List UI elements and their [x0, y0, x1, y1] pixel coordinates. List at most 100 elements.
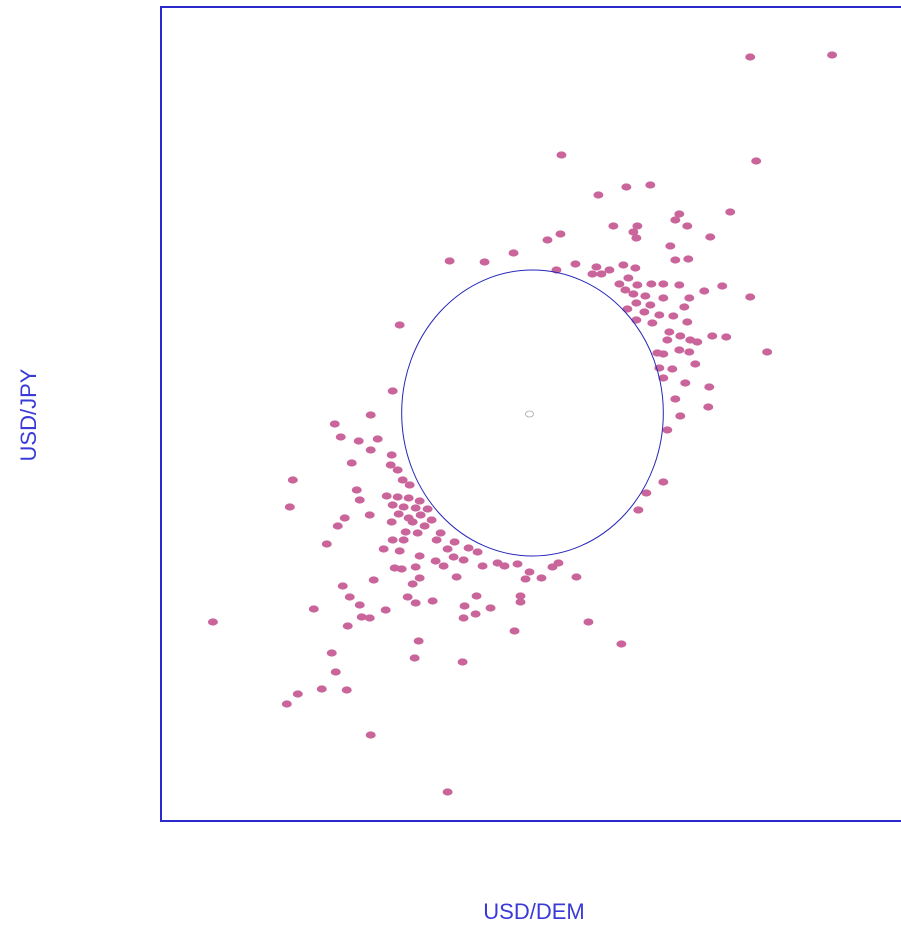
- point: [387, 387, 398, 395]
- point: [536, 574, 547, 582]
- point: [414, 552, 425, 560]
- point: [378, 545, 389, 553]
- point: [287, 476, 298, 484]
- point: [632, 281, 643, 289]
- point: [608, 222, 619, 230]
- point: [658, 350, 669, 358]
- point: [463, 544, 474, 552]
- point: [620, 286, 631, 294]
- point: [396, 565, 407, 573]
- point: [448, 553, 459, 561]
- point: [512, 560, 523, 568]
- point: [449, 538, 460, 546]
- point: [330, 668, 341, 676]
- point: [628, 290, 639, 298]
- point: [281, 700, 292, 708]
- point: [674, 346, 685, 354]
- point: [372, 435, 383, 443]
- point: [413, 637, 424, 645]
- point: [704, 383, 715, 391]
- point: [556, 151, 567, 159]
- point: [751, 157, 762, 165]
- point: [683, 255, 694, 263]
- point: [684, 294, 695, 302]
- point: [341, 686, 352, 694]
- point: [387, 536, 398, 544]
- point: [515, 592, 526, 600]
- point: [499, 562, 510, 570]
- point: [631, 299, 642, 307]
- point: [414, 574, 425, 582]
- point: [508, 249, 519, 257]
- point: [394, 321, 405, 329]
- y-axis-label: USD/JPY: [16, 368, 41, 461]
- point: [354, 496, 365, 504]
- point: [658, 478, 669, 486]
- point: [593, 191, 604, 199]
- x-axis-label: USD/DEM: [483, 899, 584, 924]
- point: [665, 242, 676, 250]
- point: [662, 426, 673, 434]
- point: [542, 236, 553, 244]
- point: [438, 562, 449, 570]
- point: [762, 348, 773, 356]
- point: [392, 466, 403, 474]
- point: [346, 459, 357, 467]
- point: [412, 529, 423, 537]
- point: [674, 281, 685, 289]
- point: [640, 292, 651, 300]
- point: [414, 497, 425, 505]
- point: [571, 573, 582, 581]
- point: [442, 788, 453, 796]
- point: [410, 563, 421, 571]
- point: [353, 437, 364, 445]
- point: [292, 690, 303, 698]
- point: [614, 280, 625, 288]
- point: [339, 514, 350, 522]
- point: [477, 562, 488, 570]
- point: [675, 332, 686, 340]
- point: [621, 183, 632, 191]
- point: [658, 374, 669, 382]
- point: [570, 260, 581, 268]
- point: [662, 336, 673, 344]
- point: [618, 261, 629, 269]
- point: [381, 492, 392, 500]
- point: [332, 522, 343, 530]
- point: [385, 461, 396, 469]
- point: [622, 305, 633, 313]
- point: [442, 545, 453, 553]
- point: [632, 222, 643, 230]
- point: [679, 303, 690, 311]
- point: [591, 263, 602, 271]
- point: [721, 333, 732, 341]
- point: [415, 511, 426, 519]
- point: [524, 568, 535, 576]
- point: [329, 420, 340, 428]
- point: [725, 208, 736, 216]
- point: [409, 654, 420, 662]
- point: [471, 592, 482, 600]
- point: [745, 53, 756, 61]
- point: [520, 575, 531, 583]
- point: [392, 493, 403, 501]
- point: [479, 258, 490, 266]
- point: [386, 451, 397, 459]
- point: [451, 573, 462, 581]
- point: [356, 613, 367, 621]
- point: [365, 446, 376, 454]
- point: [365, 731, 376, 739]
- point: [407, 580, 418, 588]
- point: [684, 348, 695, 356]
- point: [380, 606, 391, 614]
- point: [827, 51, 838, 59]
- point: [326, 649, 337, 657]
- point: [207, 618, 218, 626]
- point: [675, 412, 686, 420]
- point: [717, 282, 728, 290]
- point: [404, 481, 415, 489]
- point: [342, 622, 353, 630]
- point: [587, 270, 598, 278]
